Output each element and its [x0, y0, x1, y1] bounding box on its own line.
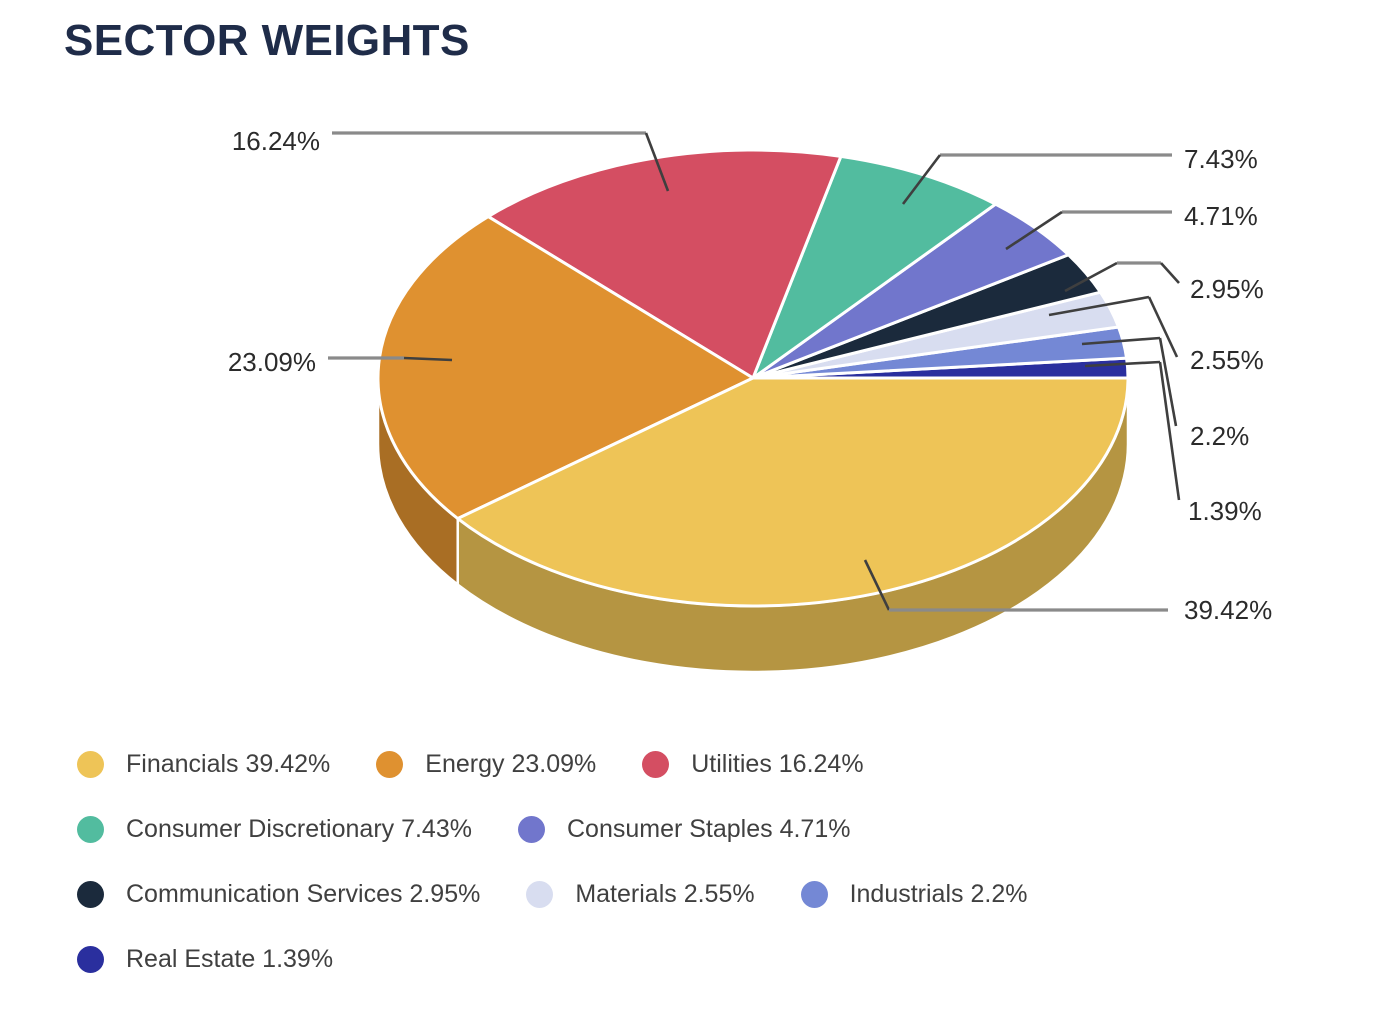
legend-item-real-estate[interactable]: Real Estate 1.39%	[77, 945, 333, 974]
legend-item-consumer-staples[interactable]: Consumer Staples 4.71%	[517, 815, 851, 844]
legend-label-financials: Financials 39.42%	[126, 750, 331, 778]
legend-item-consumer-discretionary[interactable]: Consumer Discretionary 7.43%	[77, 815, 472, 844]
callout-label-industrials: 2.2%	[1190, 421, 1249, 451]
legend-swatch-financials	[77, 751, 104, 778]
callout-label-communication-services: 2.95%	[1190, 274, 1264, 304]
callout-line-communication-services	[1064, 261, 1118, 293]
callout-label-materials: 2.55%	[1190, 345, 1264, 375]
legend-item-materials[interactable]: Materials 2.55%	[526, 880, 755, 909]
legend-label-communication-services: Communication Services 2.95%	[126, 880, 481, 908]
callout-line-materials	[1147, 296, 1179, 358]
callout-line-industrials	[1158, 337, 1178, 427]
legend-row: Consumer Discretionary 7.43% Consumer Sta…	[77, 815, 1027, 844]
legend-row: Real Estate 1.39%	[77, 945, 1027, 974]
callout-line-materials	[1048, 295, 1150, 317]
legend-label-utilities: Utilities 16.24%	[691, 750, 864, 778]
legend-swatch-communication-services	[77, 881, 104, 908]
callout-line-energy	[403, 356, 453, 362]
callout-line-industrials	[1081, 336, 1161, 346]
legend-swatch-utilities	[642, 751, 670, 778]
callout-line-financials	[863, 559, 891, 611]
legend-swatch-materials	[526, 881, 554, 908]
legend-item-utilities[interactable]: Utilities 16.24%	[642, 750, 864, 779]
legend-label-energy: Energy 23.09%	[425, 750, 597, 778]
callout-line-communication-services	[1160, 262, 1180, 284]
legend-item-energy[interactable]: Energy 23.09%	[376, 750, 596, 779]
legend-item-financials[interactable]: Financials 39.42%	[77, 750, 330, 779]
callout-label-consumer-staples: 4.71%	[1184, 201, 1258, 231]
callout-label-financials: 39.42%	[1184, 595, 1272, 625]
callout-line-real-estate	[1158, 361, 1181, 501]
legend-row: Communication Services 2.95% Materials 2.…	[77, 880, 1027, 909]
callout-line-consumer-staples	[1005, 210, 1063, 251]
legend-item-communication-services[interactable]: Communication Services 2.95%	[77, 880, 480, 909]
pie-slice-utilities[interactable]	[486, 148, 843, 380]
legend-label-real-estate: Real Estate 1.39%	[126, 945, 334, 973]
legend-swatch-industrials	[800, 881, 828, 908]
pie-slice-consumer-discretionary[interactable]	[751, 154, 998, 380]
legend-label-materials: Materials 2.55%	[575, 880, 755, 908]
legend-item-industrials[interactable]: Industrials 2.2%	[800, 880, 1028, 909]
callout-label-utilities: 16.24%	[232, 126, 320, 156]
page-title: SECTOR WEIGHTS	[64, 16, 470, 65]
legend-swatch-consumer-staples	[517, 816, 545, 843]
legend-swatch-real-estate	[77, 946, 104, 973]
legend-label-consumer-staples: Consumer Staples 4.71%	[566, 815, 851, 843]
callout-line-real-estate	[1084, 360, 1161, 368]
legend-label-consumer-discretionary: Consumer Discretionary 7.43%	[126, 815, 472, 843]
callout-line-consumer-discretionary	[901, 154, 942, 205]
callout-label-real-estate: 1.39%	[1188, 496, 1262, 526]
callout-label-consumer-discretionary: 7.43%	[1184, 144, 1258, 174]
callout-label-energy: 23.09%	[228, 347, 316, 377]
legend-row: Financials 39.42% Energy 23.09% Utilities …	[77, 750, 1027, 779]
legend-swatch-consumer-discretionary	[77, 816, 104, 843]
legend-swatch-energy	[376, 751, 404, 778]
callout-line-utilities	[644, 132, 670, 192]
legend-label-industrials: Industrials 2.2%	[849, 880, 1028, 908]
chart-legend: Financials 39.42% Energy 23.09% Utilities …	[77, 750, 1027, 974]
sector-weights-pie-chart: 16.24% 23.09% 7.43% 4.71% 2.95% 2.55% 2.2% 1.39…	[228, 126, 1272, 674]
pie-slice-energy[interactable]	[376, 215, 755, 521]
pie-slice-financials[interactable]	[456, 376, 1130, 608]
